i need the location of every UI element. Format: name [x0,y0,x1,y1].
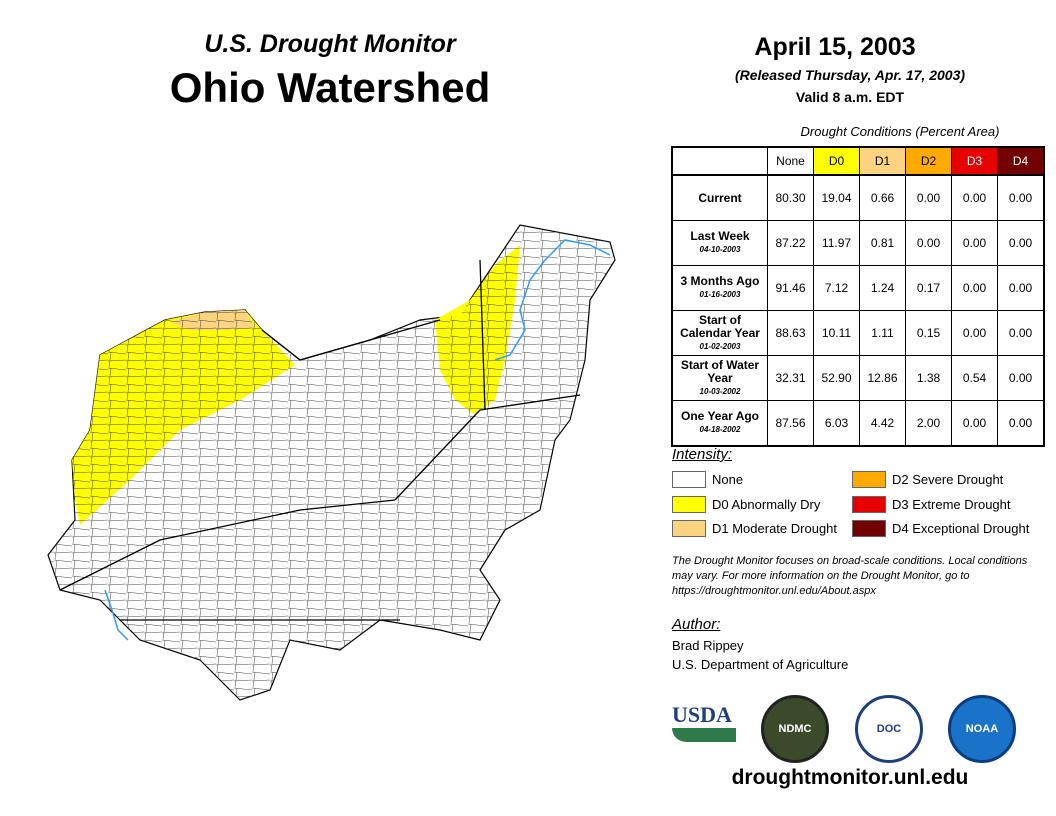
usda-logo: USDA [672,702,736,748]
legend-item: D4 Exceptional Drought [852,520,1029,537]
table-cell: 1.11 [859,310,906,356]
valid-time: Valid 8 a.m. EDT [795,89,905,105]
author-agency: U.S. Department of Agriculture [672,657,849,672]
table-cell: 11.97 [813,220,860,266]
table-cell: 0.17 [905,265,952,311]
table-cell: 6.03 [813,400,860,447]
table-cell: 0.00 [997,220,1045,266]
map-title: Ohio Watershed [169,64,491,111]
table-cell: 1.24 [859,265,906,311]
legend-swatch [852,520,886,537]
table-cell: 7.12 [813,265,860,311]
table-cell: 52.90 [813,355,860,401]
table-row: Start of Water Year 10-03-2002 32.31 52.90 1… [671,355,1045,401]
legend-title: Intensity: [672,446,733,463]
release-date: (Released Thursday, Apr. 17, 2003) [734,67,966,83]
legend-item: D1 Moderate Drought [672,520,837,537]
table-cell: 0.15 [905,310,952,356]
noaa-logo: NOAA [948,695,1016,763]
row-label: Last Week 04-10-2003 [671,220,768,266]
map-date: April 15, 2003 [754,33,916,61]
river [104,239,611,641]
table-cell: 0.00 [997,355,1045,401]
website-url[interactable]: droughtmonitor.unl.edu [731,766,969,789]
table-cell: 10.11 [813,310,860,356]
table-row: Last Week 04-10-2003 87.22 11.97 0.81 0.00 0.0… [671,220,1045,266]
table-cell: 0.00 [997,400,1045,447]
legend-swatch [852,496,886,513]
ndmc-logo: NDMC [761,695,829,763]
row-label: Start of Water Year 10-03-2002 [671,355,768,401]
table-cell: 0.54 [951,355,998,401]
doc-logo: DOC [855,695,923,763]
row-label: 3 Months Ago 01-16-2003 [671,265,768,311]
table-cell: 2.00 [905,400,952,447]
table-cell: 0.81 [859,220,906,266]
col-d2: D2 [905,146,952,176]
watershed-map [47,224,616,701]
legend-swatch [672,520,706,537]
author-name: Brad Rippey [672,638,744,653]
table-row: One Year Ago 04-18-2002 87.56 6.03 4.42 2.00 0… [671,400,1045,447]
table-cell: 87.56 [767,400,814,447]
legend-swatch [852,471,886,488]
disclaimer-note: The Drought Monitor focuses on broad-sca… [672,555,1028,597]
table-cell: 19.04 [813,174,860,221]
author-heading: Author: [672,616,721,633]
table-cell: 0.00 [905,220,952,266]
row-date: 01-02-2003 [699,341,741,351]
table-cell: 87.22 [767,220,814,266]
table-cell: 0.00 [951,220,998,266]
table-cell: 0.66 [859,174,906,221]
table-cell: 0.00 [997,310,1045,356]
col-d3: D3 [951,146,998,176]
legend-item: None [672,471,743,488]
table-cell: 0.00 [997,265,1045,311]
state-boundaries [59,259,581,621]
col-d0: D0 [813,146,860,176]
legend-item: D3 Extreme Drought [852,496,1011,513]
table-cell: 0.00 [951,400,998,447]
col-d4: D4 [997,146,1045,176]
table-cell: 4.42 [859,400,906,447]
row-label: Current [671,174,768,221]
legend-swatch [672,471,706,488]
table-row: Start of Calendar Year 01-02-2003 88.63 10.… [671,310,1045,356]
row-date: 04-10-2003 [699,245,741,254]
row-label: One Year Ago 04-18-2002 [671,400,768,447]
table-cell: 1.38 [905,355,952,401]
table-cell: 88.63 [767,310,814,356]
subtitle: U.S. Drought Monitor [204,30,456,58]
row-label: Start of Calendar Year 01-02-2003 [671,310,768,356]
table-cell: 91.46 [767,265,814,311]
legend-swatch [672,496,706,513]
table-cell: 0.00 [951,265,998,311]
drought-conditions-table: None D0 D1 D2 D3 D4 Current 80.30 19.04 0.6… [671,146,1045,447]
table-cell: 0.00 [905,174,952,221]
table-cell: 0.00 [997,174,1045,221]
table-cell: 12.86 [859,355,906,401]
table-caption: Drought Conditions (Percent Area) [800,124,1000,139]
col-d1: D1 [859,146,906,176]
legend-item: D0 Abnormally Dry [672,496,820,513]
row-date: 10-03-2002 [699,386,741,396]
table-cell: 32.31 [767,355,814,401]
table-cell: 80.30 [767,174,814,221]
table-cell: 0.00 [951,174,998,221]
table-cell: 0.00 [951,310,998,356]
table-row: Current 80.30 19.04 0.66 0.00 0.00 0.00 [671,174,1045,221]
row-date: 04-18-2002 [699,425,741,434]
row-date: 01-16-2003 [699,290,741,299]
col-none: None [767,146,814,176]
legend-item: D2 Severe Drought [852,471,1003,488]
table-row: 3 Months Ago 01-16-2003 91.46 7.12 1.24 0.17 0… [671,265,1045,311]
